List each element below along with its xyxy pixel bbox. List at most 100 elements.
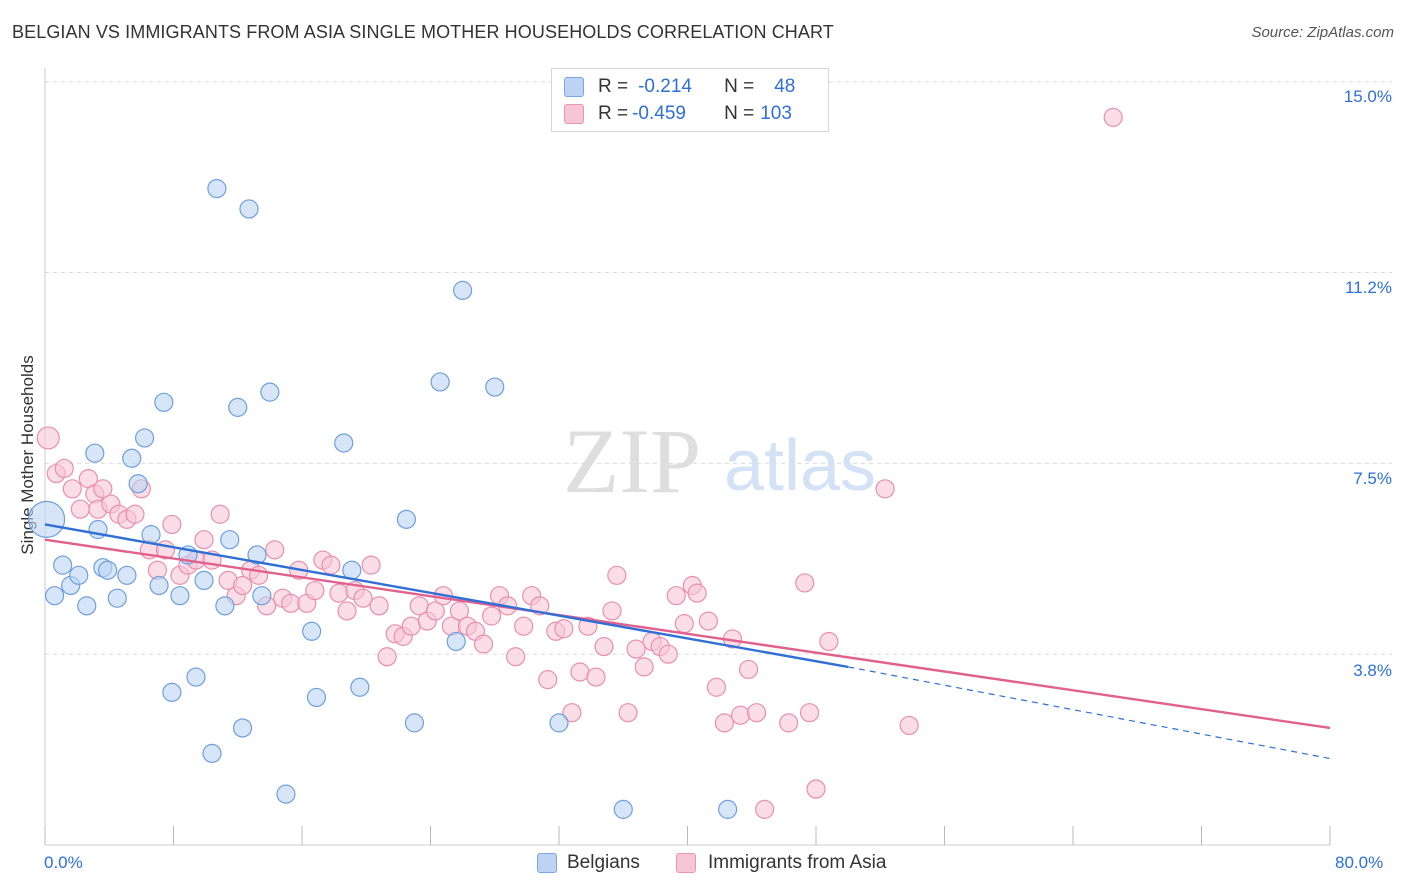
data-point	[687, 583, 707, 603]
source-note: Source: ZipAtlas.com	[1251, 24, 1394, 41]
data-point	[746, 703, 767, 723]
data-point	[247, 545, 267, 565]
data-point	[618, 703, 638, 723]
data-point	[186, 667, 206, 687]
data-point	[321, 555, 341, 575]
data-point	[281, 593, 301, 613]
data-point	[806, 779, 826, 799]
data-point	[117, 565, 137, 585]
data-point	[134, 428, 155, 448]
y-tick-11: 11.2%	[1345, 278, 1392, 297]
data-point	[714, 713, 735, 733]
data-point	[232, 718, 253, 738]
data-point	[506, 647, 526, 667]
legend-label-belgians: Belgians	[567, 852, 640, 873]
trend-line-asia	[44, 538, 1331, 730]
legend-item-belgians: Belgians	[537, 852, 640, 874]
watermark-zip: ZIP	[563, 410, 701, 512]
legend-row-belgians: R = -0.214 N = 48	[564, 75, 795, 99]
n-label: N =	[724, 76, 755, 97]
data-point	[305, 580, 325, 601]
data-point	[1103, 107, 1123, 127]
data-point	[302, 621, 322, 641]
data-point	[69, 565, 89, 585]
data-point	[77, 596, 97, 616]
n-value: 103	[760, 103, 792, 124]
data-point	[207, 178, 227, 199]
data-point	[899, 715, 919, 736]
data-point	[754, 799, 775, 819]
data-point	[28, 500, 66, 538]
legend-swatch-blue	[564, 77, 584, 97]
data-point	[276, 784, 296, 804]
data-point	[586, 667, 606, 687]
data-point	[626, 639, 646, 659]
data-point	[98, 560, 118, 580]
legend-swatch-blue	[537, 853, 557, 873]
data-point	[473, 634, 494, 654]
data-point	[45, 586, 65, 606]
data-point	[875, 479, 895, 499]
data-point	[329, 583, 349, 603]
data-point	[369, 596, 389, 616]
trend-lines	[44, 523, 1331, 760]
data-point	[396, 509, 417, 529]
data-point	[228, 397, 248, 417]
data-point	[430, 372, 450, 392]
data-point	[162, 682, 182, 702]
data-point	[260, 382, 280, 402]
data-point	[658, 644, 678, 664]
r-value: -0.214	[638, 76, 692, 97]
watermark-atlas: atlas	[724, 426, 876, 506]
data-point	[514, 616, 534, 636]
data-point	[265, 540, 285, 560]
data-point	[252, 586, 272, 606]
n-label: N =	[724, 103, 755, 124]
data-point	[634, 657, 654, 677]
r-label: R =	[598, 76, 629, 97]
data-point	[570, 662, 590, 682]
data-point	[446, 631, 466, 652]
data-point	[162, 514, 182, 535]
y-tick-3: 3.8%	[1353, 661, 1392, 680]
data-point	[62, 479, 82, 499]
data-point	[666, 586, 686, 606]
x-tick-min: 0.0%	[44, 853, 83, 872]
legend-swatch-pink	[676, 853, 696, 873]
y-tick-15: 15.0%	[1343, 87, 1392, 106]
data-point	[607, 565, 627, 585]
r-label: R =	[598, 103, 629, 124]
data-point	[674, 614, 694, 634]
axes	[44, 68, 1331, 846]
data-point	[401, 616, 421, 636]
legend-label-asia: Immigrants from Asia	[708, 852, 887, 873]
stats-legend: R = -0.214 N = 48 R = -0.459 N = 103	[551, 68, 829, 132]
data-point	[306, 687, 327, 708]
data-point	[718, 799, 738, 819]
data-point	[730, 705, 751, 725]
r-value: -0.459	[632, 103, 686, 124]
data-point	[554, 619, 574, 639]
data-point	[232, 575, 253, 596]
data-point	[107, 588, 127, 608]
data-point	[170, 586, 190, 606]
trend-extension-belgians	[848, 666, 1331, 760]
data-point	[613, 799, 633, 819]
data-point	[337, 601, 357, 621]
trend-line-belgians	[44, 523, 849, 669]
data-point	[738, 659, 759, 680]
data-point	[210, 504, 230, 524]
legend-swatch-pink	[564, 104, 584, 124]
data-point	[594, 636, 614, 657]
data-point	[549, 713, 569, 733]
y-tick-7: 7.5%	[1353, 469, 1392, 488]
belgian-points	[28, 178, 738, 819]
data-point	[54, 458, 74, 479]
data-point	[453, 280, 473, 300]
data-point	[128, 474, 148, 494]
data-point	[194, 530, 214, 550]
data-point	[122, 448, 142, 468]
data-point	[70, 499, 90, 519]
data-point	[377, 647, 397, 667]
